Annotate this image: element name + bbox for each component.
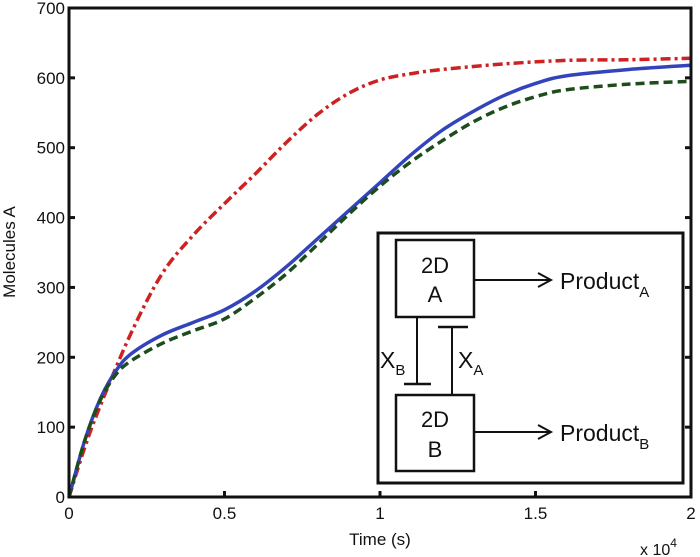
y-tick-label: 0 [56, 488, 65, 507]
y-tick-label: 200 [37, 348, 65, 367]
plot-frame [67, 6, 693, 499]
inset-diagram [376, 231, 685, 485]
x-multiplier: x 104 [640, 536, 677, 557]
x-axis-label: Time (s) [349, 530, 411, 549]
x-tick-label: 0 [64, 504, 73, 523]
y-tick-label: 600 [37, 69, 65, 88]
x-tick-label: 2 [686, 504, 695, 523]
box-b-line1: 2D [421, 407, 449, 432]
xa-label: XA [458, 347, 483, 379]
x-tick-label: 1.5 [524, 504, 548, 523]
x-tick-label: 0.5 [213, 504, 237, 523]
y-tick-label: 700 [37, 0, 65, 18]
arrow-b-head [537, 424, 554, 440]
box-a-line2: A [428, 282, 443, 307]
box-a-line1: 2D [421, 253, 449, 278]
inset-frame [376, 231, 685, 485]
box-b-line2: B [428, 437, 443, 462]
y-tick-label: 400 [37, 209, 65, 228]
xb-label: XB [380, 347, 405, 379]
arrow-a-head [537, 272, 554, 288]
product-b-label: ProductB [560, 420, 649, 453]
series-line-1 [67, 56, 692, 498]
y-tick-label: 500 [37, 139, 65, 158]
y-tick-label: 300 [37, 278, 65, 297]
box-2d-a [394, 238, 476, 319]
series-line-3 [67, 79, 692, 498]
x-tick-label: 1 [375, 504, 384, 523]
y-axis-label: Molecules A [0, 206, 19, 298]
product-a-label: ProductA [560, 268, 649, 301]
inset-labels: 2D A 2D B ProductA ProductB XB XA [380, 253, 649, 462]
series-line-2 [67, 63, 692, 498]
series-layer [67, 56, 692, 498]
y-tick-label: 100 [37, 418, 65, 437]
